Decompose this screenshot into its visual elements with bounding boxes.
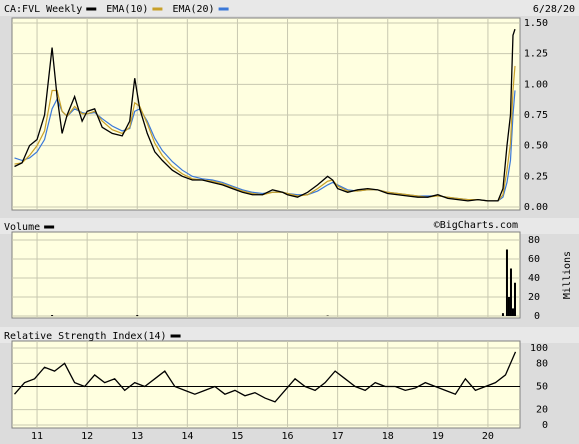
y-tick-label: 0.00 (524, 202, 548, 213)
y-tick-label: 1.50 (524, 18, 548, 29)
volume-bar (511, 308, 514, 316)
x-tick-label: 12 (81, 431, 93, 442)
y-tick-label: 0.25 (524, 171, 548, 182)
x-tick-label: 20 (482, 431, 494, 442)
x-tick-label: 14 (181, 431, 193, 442)
x-tick-label: 18 (382, 431, 394, 442)
y-tick-label: 100 (530, 343, 548, 354)
y-tick-label: 0 (542, 420, 548, 431)
y-tick-label: 80 (528, 235, 540, 246)
volume-bar (505, 249, 508, 316)
y-tick-label: 20 (528, 292, 540, 303)
legend-label: Volume (4, 222, 40, 233)
y-tick-label: 50 (536, 382, 548, 393)
credit: ©BigCharts.com (434, 220, 518, 231)
header-bar (0, 327, 579, 343)
volume-bar (513, 282, 516, 316)
legend-label: CA:FVL Weekly (4, 4, 82, 15)
y-tick-label: 0.75 (524, 110, 548, 121)
y-tick-label: 20 (536, 405, 548, 416)
volume-bar (501, 313, 504, 316)
legend-label: Relative Strength Index(14) (4, 331, 167, 342)
x-tick-label: 11 (31, 431, 43, 442)
legend-label: EMA(10) (106, 4, 148, 15)
x-tick-label: 17 (332, 431, 344, 442)
series-line (14, 28, 516, 202)
volume-bar (507, 297, 510, 316)
x-tick-label: 16 (282, 431, 294, 442)
volume-bar (136, 315, 139, 316)
y-tick-label: 40 (528, 273, 540, 284)
x-tick-label: 15 (231, 431, 243, 442)
x-tick-label: 13 (131, 431, 143, 442)
y-tick-label: 0 (534, 311, 540, 322)
legend-label: EMA(20) (172, 4, 214, 15)
date-label: 6/28/20 (533, 4, 575, 15)
y-tick-label: 0.50 (524, 141, 548, 152)
plot-area (11, 231, 521, 319)
y-tick-label: 1.25 (524, 49, 548, 60)
y-tick-label: 80 (536, 358, 548, 369)
header-bar (0, 0, 579, 16)
y-tick-label: 60 (528, 254, 540, 265)
volume-bar (509, 268, 512, 316)
x-tick-label: 19 (432, 431, 444, 442)
y-axis-label: Millions (562, 251, 573, 299)
plot-area (11, 340, 521, 429)
y-tick-label: 1.00 (524, 79, 548, 90)
header-bar (0, 218, 579, 234)
volume-bar (51, 315, 54, 316)
series-line (14, 351, 517, 403)
